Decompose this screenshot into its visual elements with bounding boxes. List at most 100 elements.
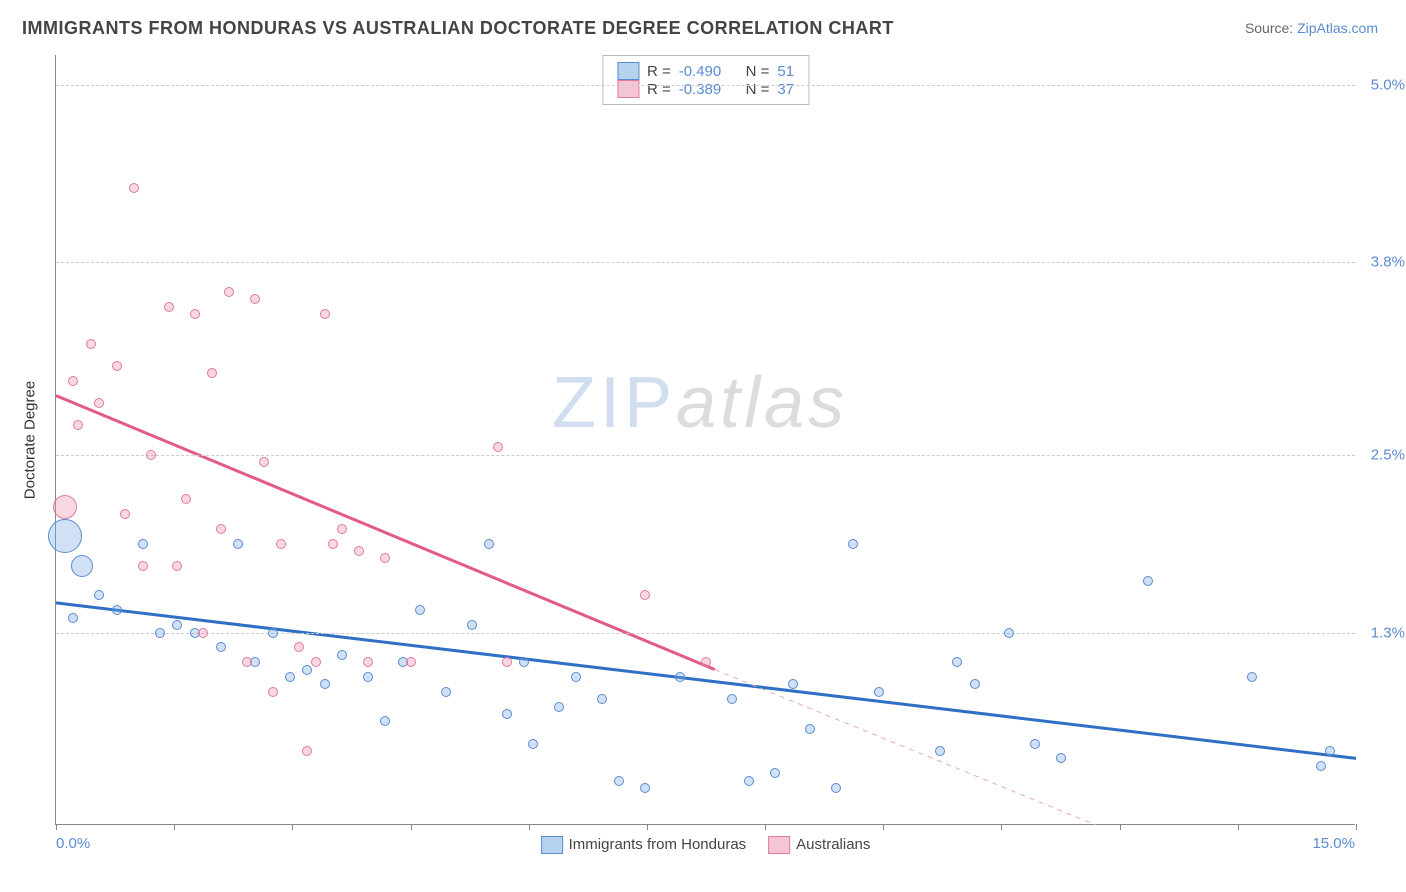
legend-n-label: N = [746,81,770,98]
x-axis-tick [292,824,293,830]
data-point [224,287,234,297]
legend-swatch [541,836,563,854]
data-point [242,657,252,667]
trend-line [56,603,1356,758]
chart-container: IMMIGRANTS FROM HONDURAS VS AUSTRALIAN D… [0,0,1406,892]
data-point [1004,628,1014,638]
legend-series-item: Immigrants from Honduras [541,836,747,854]
data-point [155,628,165,638]
data-point [952,657,962,667]
x-axis-tick [174,824,175,830]
data-point [1030,739,1040,749]
data-point [415,605,425,615]
data-point [320,679,330,689]
data-point [788,679,798,689]
data-point [363,672,373,682]
data-point [337,524,347,534]
data-point [86,339,96,349]
data-point [129,183,139,193]
data-point [484,539,494,549]
y-axis-tick-label: 5.0% [1371,76,1405,93]
data-point [198,628,208,638]
data-point [675,672,685,682]
data-point [276,539,286,549]
data-point [744,776,754,786]
y-axis-tick-label: 1.3% [1371,624,1405,641]
data-point [233,539,243,549]
legend-correlation-row: R = -0.389 N = 37 [617,80,794,98]
data-point [112,605,122,615]
data-point [268,628,278,638]
data-point [216,524,226,534]
x-axis-tick [56,824,57,830]
data-point [172,561,182,571]
data-point [831,783,841,793]
data-point [493,442,503,452]
data-point [68,376,78,386]
data-point [172,620,182,630]
y-axis-tick-label: 3.8% [1371,254,1405,271]
data-point [354,546,364,556]
gridline [56,633,1355,634]
data-point [848,539,858,549]
data-point [467,620,477,630]
data-point [68,613,78,623]
x-axis-tick [1356,824,1357,830]
x-axis-tick [883,824,884,830]
data-point [380,716,390,726]
data-point [380,553,390,563]
watermark-atlas: atlas [676,363,848,443]
data-point [71,555,93,577]
data-point [1056,753,1066,763]
legend-swatch [617,80,639,98]
source-attribution: Source: ZipAtlas.com [1245,20,1378,36]
data-point [935,746,945,756]
data-point [207,368,217,378]
data-point [94,590,104,600]
data-point [48,519,82,553]
data-point [53,495,77,519]
data-point [138,561,148,571]
data-point [311,657,321,667]
data-point [571,672,581,682]
data-point [216,642,226,652]
data-point [614,776,624,786]
legend-series-label: Immigrants from Honduras [569,836,747,853]
data-point [970,679,980,689]
data-point [406,657,416,667]
x-axis-tick [1238,824,1239,830]
data-point [770,768,780,778]
data-point [146,450,156,460]
data-point [94,398,104,408]
data-point [1316,761,1326,771]
x-axis-label-max: 15.0% [1312,835,1355,852]
source-link[interactable]: ZipAtlas.com [1297,20,1378,36]
legend-series-item: Australians [768,836,870,854]
data-point [701,657,711,667]
data-point [294,642,304,652]
data-point [528,739,538,749]
legend-n-label: N = [746,63,770,80]
data-point [805,724,815,734]
x-axis-tick [647,824,648,830]
data-point [441,687,451,697]
data-point [554,702,564,712]
x-axis-tick [529,824,530,830]
data-point [640,783,650,793]
legend-r-label: R = [647,63,671,80]
legend-series: Immigrants from Honduras Australians [541,836,871,854]
data-point [1247,672,1257,682]
data-point [328,539,338,549]
y-axis-tick-label: 2.5% [1371,446,1405,463]
data-point [138,539,148,549]
data-point [363,657,373,667]
y-axis-title: Doctorate Degree [22,380,39,498]
data-point [250,294,260,304]
data-point [519,657,529,667]
data-point [502,657,512,667]
legend-n-value: 51 [777,63,794,80]
legend-n-value: 37 [777,81,794,98]
data-point [337,650,347,660]
data-point [874,687,884,697]
data-point [1143,576,1153,586]
